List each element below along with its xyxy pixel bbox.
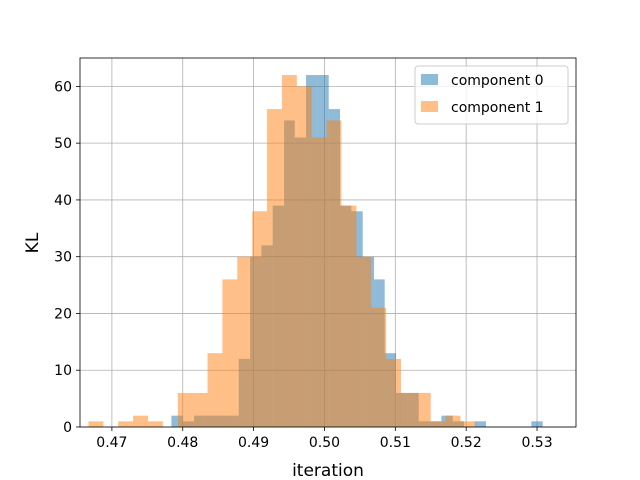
x-tick-label: 0.52: [451, 435, 482, 451]
histogram-bar: [415, 392, 431, 427]
histogram-bar: [207, 353, 223, 427]
histogram-bar: [296, 86, 312, 427]
histogram-bar: [171, 415, 183, 427]
x-tick-label: 0.49: [238, 435, 269, 451]
histogram-bar: [460, 421, 476, 427]
histogram-bar: [326, 120, 342, 427]
y-tick-label: 20: [54, 306, 72, 322]
x-tick-label: 0.51: [380, 435, 411, 451]
histogram-bar: [177, 392, 193, 427]
histogram-bar: [281, 75, 297, 428]
y-tick-label: 30: [54, 250, 72, 266]
histogram-bar: [252, 211, 268, 427]
histogram-bar: [341, 205, 357, 427]
plot-frame: [79, 57, 577, 428]
y-tick-label: 40: [54, 193, 72, 209]
histogram-bar: [133, 415, 149, 427]
histogram-bar: [445, 415, 461, 427]
legend-swatch-component-1: [421, 101, 438, 112]
x-tick-label: 0.53: [521, 435, 552, 451]
series-1-bars: [88, 75, 476, 428]
y-tick-label: 50: [54, 136, 72, 152]
legend-label-component-1: component 1: [451, 100, 544, 116]
x-tick-label: 0.48: [167, 435, 198, 451]
y-tick-label: 60: [54, 79, 72, 95]
legend-swatch-component-0: [421, 74, 438, 85]
x-axis-label: iteration: [292, 461, 364, 480]
histogram-bar: [88, 421, 104, 427]
histogram-bar: [430, 421, 446, 427]
histogram-bar: [356, 256, 372, 427]
legend-box: [414, 65, 569, 125]
histogram-bar: [371, 307, 387, 427]
y-axis-label: KL: [23, 232, 43, 253]
x-tick-label: 0.47: [96, 435, 127, 451]
histogram-bar: [400, 392, 416, 427]
legend: component 0 component 1: [414, 65, 569, 125]
y-tick-label: 10: [54, 363, 72, 379]
histogram-bar: [531, 421, 543, 427]
legend-label-component-0: component 0: [451, 73, 544, 89]
histogram-bar: [192, 392, 208, 427]
x-axis-ticks: 0.47 0.48 0.49 0.50 0.51 0.52 0.53: [96, 427, 553, 451]
x-tick-label: 0.50: [309, 435, 340, 451]
histogram-bar: [222, 279, 238, 427]
histogram-bar: [148, 421, 163, 427]
histogram-bar: [237, 256, 253, 427]
y-tick-label: 0: [63, 420, 72, 436]
y-axis-ticks: 0 10 20 30 40 50 60: [54, 79, 80, 436]
histogram-bars: [88, 75, 543, 428]
histogram-bar: [267, 109, 282, 427]
histogram-bar: [474, 421, 487, 427]
histogram-bar: [118, 421, 134, 427]
histogram-bar: [386, 358, 401, 427]
histogram-bar: [311, 137, 327, 427]
